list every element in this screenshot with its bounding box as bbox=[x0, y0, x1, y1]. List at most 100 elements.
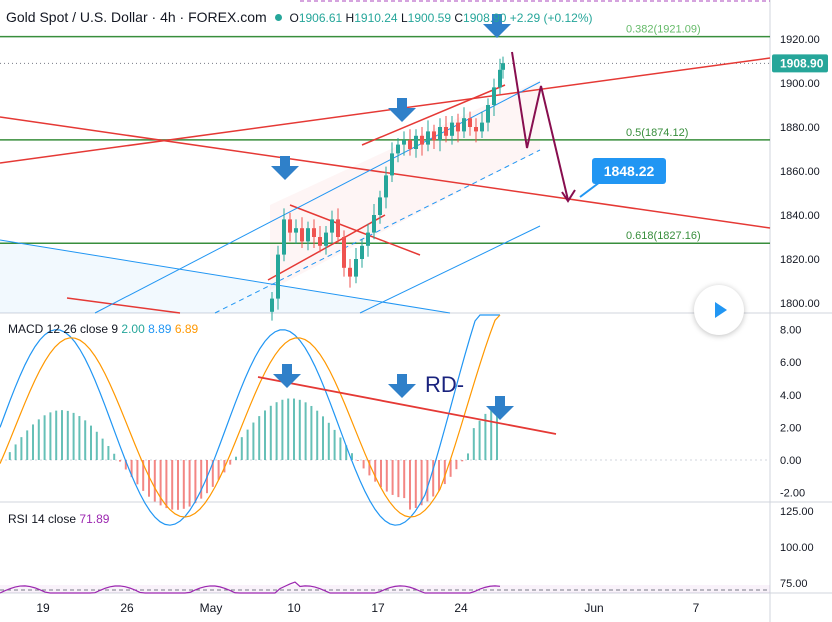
chart-header: Gold Spot / U.S. Dollar · 4h · FOREX.com… bbox=[6, 9, 593, 25]
fib-label: 0.382(1921.09) bbox=[626, 24, 701, 36]
low-value: 1900.59 bbox=[407, 11, 452, 25]
macd-tick-label: -2.00 bbox=[780, 488, 805, 500]
candle-body bbox=[420, 135, 424, 145]
candle-body bbox=[480, 122, 484, 132]
candle-body bbox=[318, 237, 322, 246]
time-tick-label: 19 bbox=[36, 601, 50, 615]
close-value: 1908.90 bbox=[463, 11, 507, 25]
candle-body bbox=[354, 259, 358, 277]
candle-body bbox=[432, 131, 436, 141]
fib-label: 0.5(1874.12) bbox=[626, 127, 688, 139]
macd-tick-label: 0.00 bbox=[780, 455, 801, 467]
down-arrow-icon bbox=[273, 364, 301, 388]
down-arrow-icon bbox=[486, 396, 514, 420]
candle-body bbox=[336, 219, 340, 237]
candle-body bbox=[474, 127, 478, 132]
macd-line-value: 8.89 bbox=[148, 322, 172, 336]
data-source: FOREX.com bbox=[188, 9, 267, 25]
price-tick-label: 1920.00 bbox=[780, 34, 820, 46]
candle-body bbox=[456, 122, 460, 132]
candle-body bbox=[486, 105, 490, 123]
open-value: 1906.61 bbox=[298, 11, 343, 25]
interval: 4h bbox=[160, 9, 176, 25]
macd-tick-label: 2.00 bbox=[780, 422, 801, 434]
macd-line bbox=[0, 314, 500, 526]
rsi-line bbox=[0, 581, 501, 594]
rsi-legend: RSI 14 close 71.89 bbox=[8, 512, 109, 526]
rd-label: RD- bbox=[425, 372, 464, 397]
candle-body bbox=[426, 131, 430, 145]
time-tick-label: 26 bbox=[120, 601, 134, 615]
time-tick-label: May bbox=[200, 601, 223, 615]
candle-body bbox=[450, 122, 454, 136]
candle-body bbox=[360, 245, 364, 259]
channel-line bbox=[359, 225, 541, 314]
signal-line bbox=[0, 314, 501, 518]
candle-body bbox=[300, 228, 304, 242]
divergence-line bbox=[257, 376, 557, 435]
market-status-dot bbox=[274, 14, 282, 21]
candle-body bbox=[330, 219, 334, 233]
channel-line bbox=[0, 239, 451, 314]
candle-body bbox=[414, 135, 418, 149]
trend-line bbox=[0, 116, 771, 229]
candle-body bbox=[366, 232, 370, 246]
price-tick-label: 1800.00 bbox=[780, 298, 820, 310]
macd-tick-label: 8.00 bbox=[780, 325, 801, 337]
channel-line bbox=[94, 81, 541, 314]
play-icon bbox=[715, 302, 727, 318]
time-tick-label: 7 bbox=[693, 601, 700, 615]
price-tick-label: 1880.00 bbox=[780, 122, 820, 134]
play-button[interactable] bbox=[694, 285, 744, 335]
candle-body bbox=[498, 69, 502, 88]
candle-body bbox=[444, 127, 448, 136]
price-tick-label: 1860.00 bbox=[780, 166, 820, 178]
candle-body bbox=[390, 153, 394, 176]
macd-signal-value: 6.89 bbox=[174, 322, 199, 336]
rsi-title: RSI 14 close bbox=[8, 512, 77, 526]
rsi-tick-label: 125.00 bbox=[780, 506, 814, 518]
candle-body bbox=[492, 87, 496, 105]
candle-body bbox=[288, 219, 292, 233]
candle-body bbox=[270, 298, 274, 312]
macd-tick-label: 4.00 bbox=[780, 390, 801, 402]
macd-title: MACD 12 26 close 9 bbox=[8, 322, 119, 336]
projection-arrowhead bbox=[561, 189, 576, 203]
ohlc-values: O1906.61 H1910.24 L1900.59 C1908.90 +2.2… bbox=[289, 11, 593, 25]
candle-body bbox=[468, 118, 472, 127]
candle-body bbox=[312, 228, 316, 237]
price-tick-label: 1900.00 bbox=[780, 78, 820, 90]
target-price-callout: 1848.22 bbox=[592, 158, 666, 184]
candle-body bbox=[276, 254, 280, 299]
time-tick-label: Jun bbox=[584, 601, 603, 615]
price-tick-label: 1820.00 bbox=[780, 254, 820, 266]
candle-body bbox=[408, 140, 412, 149]
candle-body bbox=[438, 127, 442, 141]
candle-body bbox=[294, 228, 298, 233]
time-tick-label: 10 bbox=[287, 601, 301, 615]
symbol-name: Gold Spot / U.S. Dollar bbox=[6, 9, 148, 25]
change-value: +2.29 (+0.12%) bbox=[509, 11, 593, 25]
candle-body bbox=[396, 144, 400, 154]
price-tick-label: 1840.00 bbox=[780, 210, 820, 222]
rsi-tick-label: 100.00 bbox=[780, 542, 814, 554]
candle-body bbox=[306, 228, 310, 242]
time-tick-label: 24 bbox=[454, 601, 468, 615]
down-arrow-icon bbox=[271, 156, 299, 180]
projection-path bbox=[511, 51, 569, 201]
down-arrow-icon bbox=[483, 14, 511, 38]
trend-line bbox=[361, 84, 506, 146]
macd-hist-value: 2.00 bbox=[121, 322, 145, 336]
down-arrow-icon bbox=[388, 374, 416, 398]
candle-body bbox=[372, 215, 376, 233]
candle-body bbox=[282, 219, 286, 255]
down-arrow-icon bbox=[388, 98, 416, 122]
high-value: 1910.24 bbox=[354, 11, 398, 25]
trend-line bbox=[66, 297, 181, 314]
candle-body bbox=[462, 118, 466, 132]
macd-tick-label: 6.00 bbox=[780, 357, 801, 369]
trend-line bbox=[0, 57, 771, 164]
candle-body bbox=[324, 232, 328, 246]
rsi-value: 71.89 bbox=[79, 512, 110, 526]
